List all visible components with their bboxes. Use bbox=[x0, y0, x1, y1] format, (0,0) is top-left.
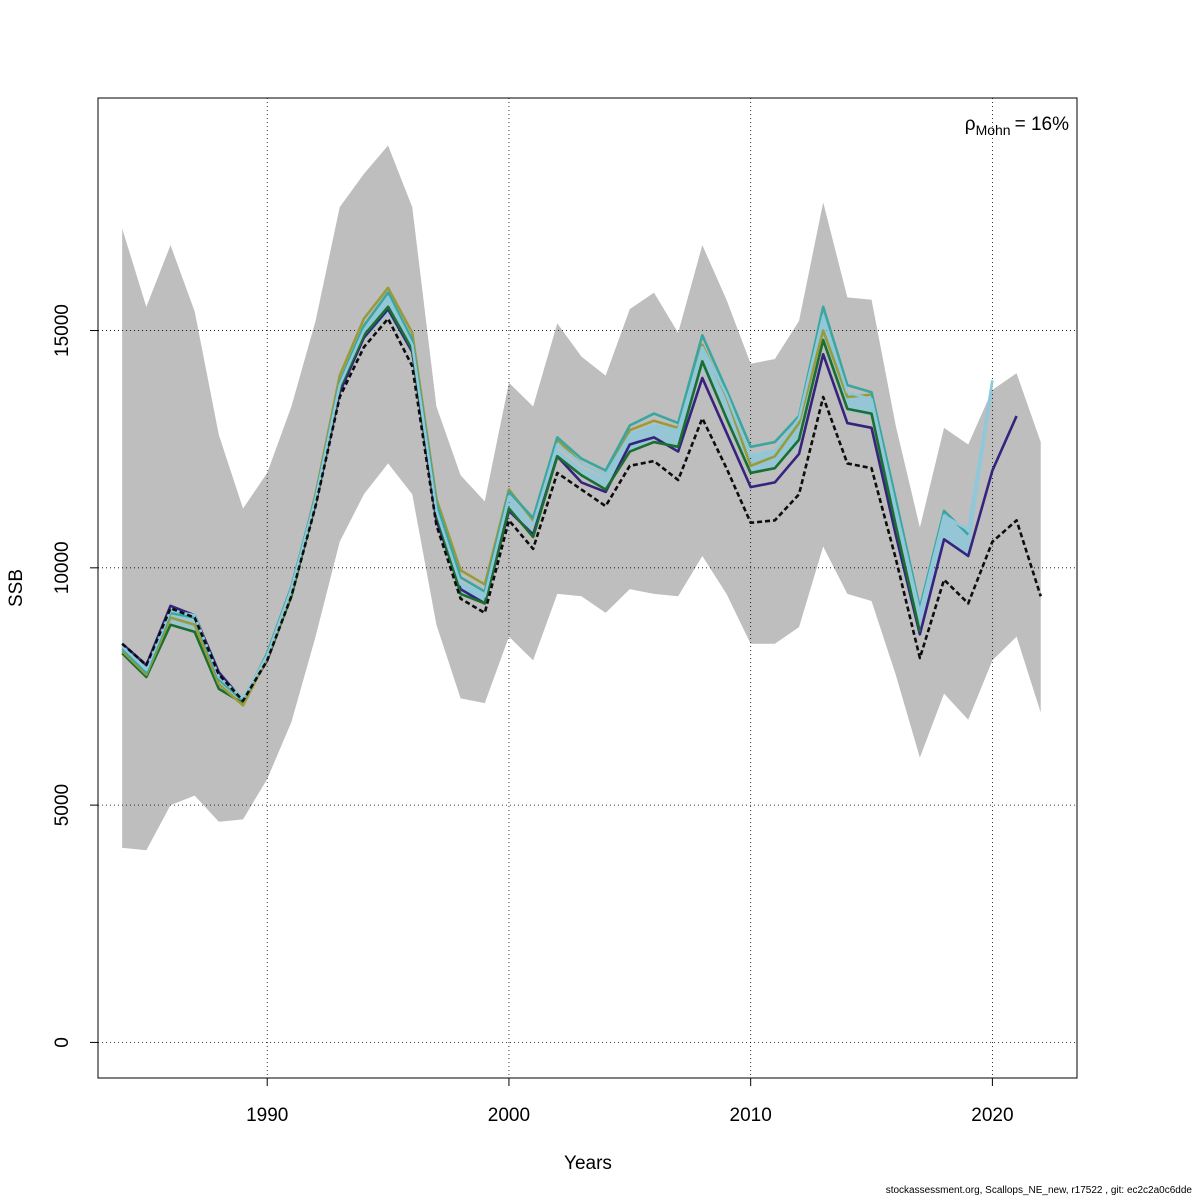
mohn-rho-annotation: ρMohn = 16% bbox=[965, 114, 1069, 138]
rho-subscript: Mohn bbox=[976, 122, 1011, 138]
y-axis-label: SSB bbox=[6, 569, 27, 607]
x-axis-label: Years bbox=[564, 1153, 612, 1174]
confidence-band-layer bbox=[122, 145, 1041, 851]
series-line-0 bbox=[121, 317, 1042, 703]
x-tick-label: 2000 bbox=[488, 1105, 530, 1126]
confidence-band bbox=[122, 145, 1041, 851]
x-tick-label: 1990 bbox=[246, 1105, 288, 1126]
y-tick-label: 10000 bbox=[52, 541, 73, 594]
x-tick-label: 2020 bbox=[971, 1105, 1013, 1126]
series-line-5 bbox=[121, 296, 994, 700]
x-axis: 1990 2000 2010 2020 bbox=[246, 1078, 1014, 1126]
rho-value: = 16% bbox=[1015, 114, 1070, 135]
footer-credit: stockassessment.org, Scallops_NE_new, r1… bbox=[885, 1185, 1192, 1196]
y-tick-label: 0 bbox=[52, 1037, 73, 1048]
series-lines bbox=[121, 286, 1042, 707]
y-tick-label: 15000 bbox=[52, 304, 73, 357]
y-tick-label: 5000 bbox=[52, 784, 73, 826]
gridlines bbox=[98, 98, 1077, 1078]
x-tick-label: 2010 bbox=[730, 1105, 772, 1126]
plot-frame bbox=[97, 97, 1078, 1079]
rho-symbol: ρ bbox=[965, 114, 976, 135]
y-axis: 0 5000 10000 15000 bbox=[52, 304, 98, 1048]
